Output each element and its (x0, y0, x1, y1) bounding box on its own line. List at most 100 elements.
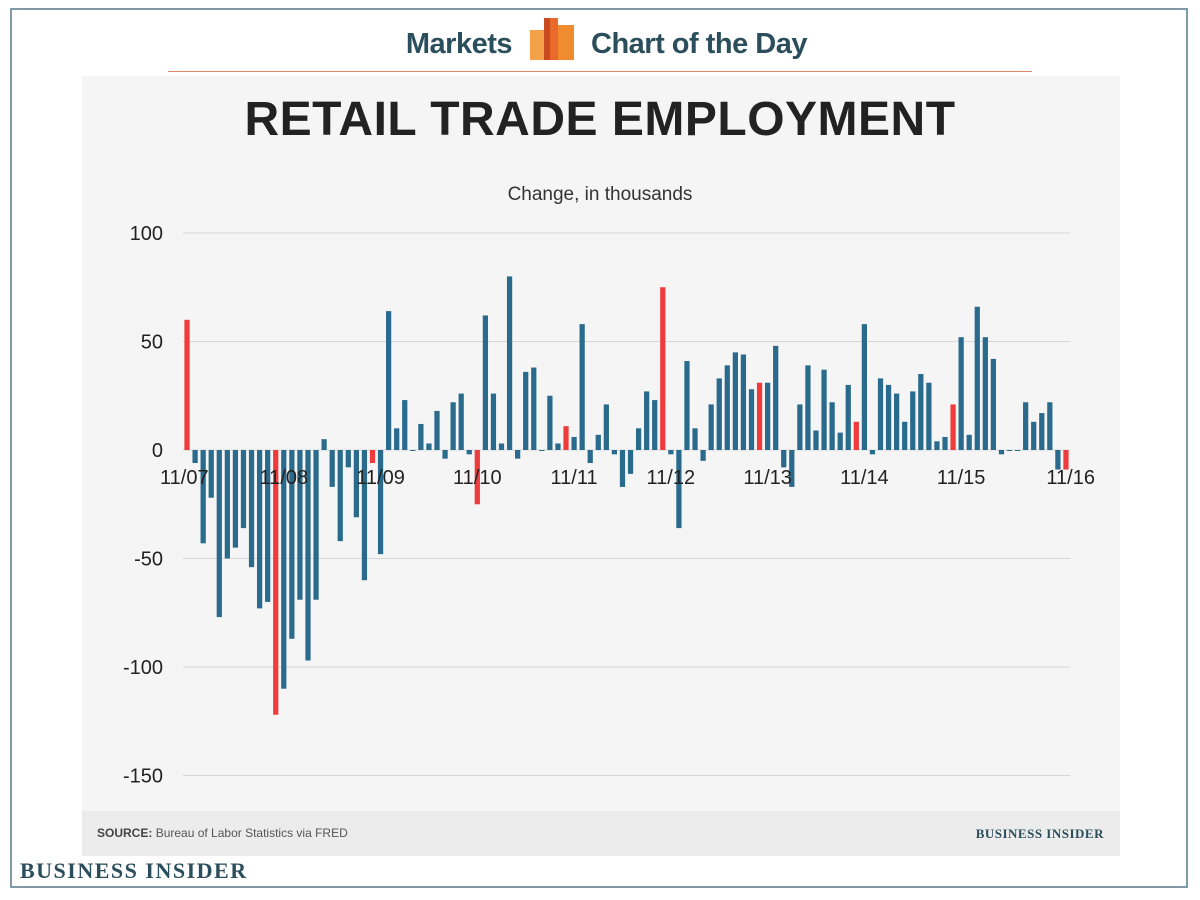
bar (595, 434, 601, 450)
bar-highlight (660, 287, 666, 450)
bar (635, 428, 642, 450)
bar (547, 395, 553, 450)
bar (337, 450, 343, 542)
bar (418, 423, 424, 450)
bar (265, 450, 271, 602)
x-tick-label: 11/10 (453, 467, 502, 489)
bar (716, 378, 722, 450)
bar (523, 371, 529, 450)
business-insider-logo: BUSINESS INSIDER (20, 858, 248, 883)
bar (692, 428, 698, 450)
bar (345, 450, 351, 468)
chart-title: RETAIL TRADE EMPLOYMENT (244, 93, 956, 146)
bar (837, 432, 843, 450)
bar (232, 450, 239, 548)
bar (1055, 450, 1061, 470)
y-tick-label: 50 (141, 332, 163, 354)
bar (619, 450, 626, 487)
bar (402, 400, 408, 450)
x-tick-label: 11/14 (840, 467, 889, 489)
x-tick-label: 11/07 (160, 467, 209, 489)
bar (958, 337, 964, 450)
bar (668, 450, 674, 455)
bar (885, 384, 892, 450)
chart-of-the-day-logo-icon (530, 18, 574, 60)
bar (966, 434, 972, 450)
bar (297, 450, 303, 600)
bar (861, 324, 867, 450)
banner-divider (168, 71, 1032, 72)
bar (482, 315, 489, 450)
x-tick-label: 11/12 (647, 467, 696, 489)
bar (934, 441, 940, 450)
bar (990, 358, 997, 450)
bar (644, 391, 650, 450)
business-insider-logo-small: BUSINESS INSIDER (975, 826, 1104, 841)
bar (676, 450, 682, 529)
bar (764, 382, 771, 450)
bar (442, 450, 448, 459)
y-tick-label: 100 (130, 223, 163, 245)
bar (305, 450, 311, 661)
bar (877, 378, 884, 450)
bar (506, 276, 513, 450)
bar (224, 450, 230, 559)
bar (192, 450, 198, 464)
bar (353, 450, 359, 518)
bar (531, 367, 537, 450)
bar (1031, 421, 1037, 450)
bar (748, 389, 755, 450)
bar (708, 404, 714, 450)
chart-panel (82, 76, 1120, 856)
bar (458, 393, 464, 450)
bar (321, 439, 327, 450)
bar (394, 428, 400, 450)
bar (732, 352, 738, 450)
bar (498, 443, 505, 450)
x-tick-label: 11/13 (743, 467, 792, 489)
bar (813, 430, 819, 450)
bar (555, 443, 561, 450)
bar (700, 450, 706, 461)
bar (652, 400, 658, 450)
x-tick-label: 11/08 (260, 467, 309, 489)
bar (926, 382, 932, 450)
bar (248, 450, 255, 568)
bar-highlight (184, 319, 190, 450)
x-tick-label: 11/15 (937, 467, 986, 489)
bar (579, 324, 585, 450)
chart-subtitle: Change, in thousands (507, 184, 693, 205)
bar (450, 402, 456, 450)
bar (724, 365, 730, 450)
bar (974, 306, 980, 450)
x-tick-label: 11/16 (1046, 467, 1095, 489)
bar (289, 450, 295, 639)
bar-highlight (950, 404, 956, 450)
chart-footer (82, 811, 1120, 856)
x-tick-label: 11/11 (551, 467, 598, 489)
bar (539, 450, 545, 451)
bar (361, 450, 368, 581)
bar (587, 450, 593, 464)
bar-highlight (369, 450, 376, 464)
y-tick-label: -50 (134, 549, 163, 571)
chart-of-the-day-label: Chart of the Day (591, 28, 807, 60)
x-tick-label: 11/09 (356, 467, 405, 489)
bar-highlight (1063, 450, 1069, 470)
bar (821, 369, 827, 450)
bar (781, 450, 787, 468)
bar (426, 443, 432, 450)
bar (627, 450, 634, 474)
bar (281, 450, 287, 689)
header-banner: Markets Chart of the Day (0, 14, 1200, 74)
bar-highlight (756, 382, 763, 450)
source-note: SOURCE: Bureau of Labor Statistics via F… (97, 826, 348, 840)
bar-highlight (474, 450, 480, 505)
y-tick-label: 0 (152, 440, 163, 462)
chart-frame (10, 8, 1188, 888)
bar (571, 436, 577, 450)
bar (1047, 402, 1053, 450)
bar (410, 450, 416, 451)
bar (216, 450, 222, 618)
